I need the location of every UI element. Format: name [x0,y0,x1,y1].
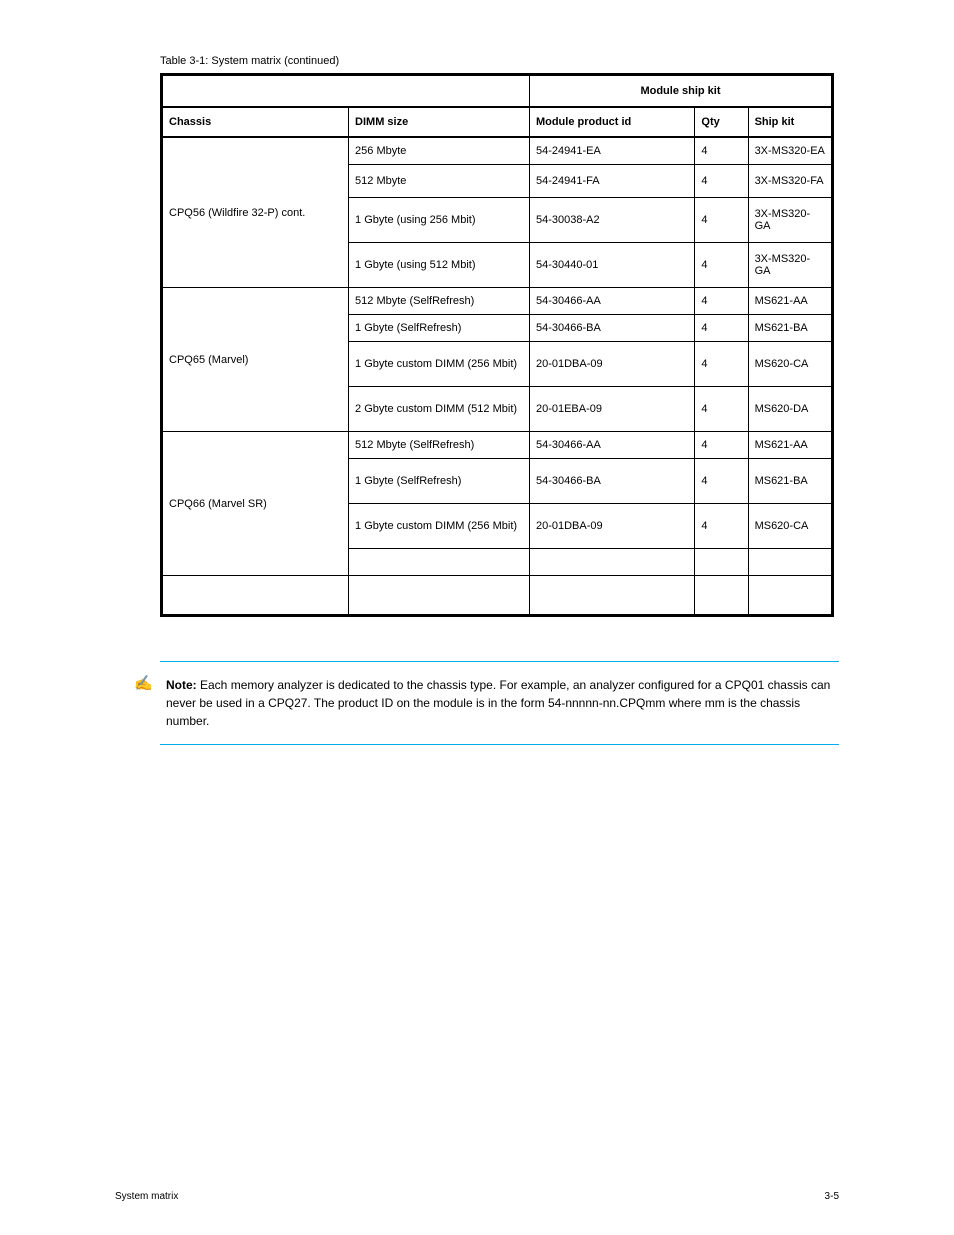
note-label: Note: [166,678,197,692]
cell-dimm: 1 Gbyte (SelfRefresh) [349,459,530,504]
cell-module: 54-30466-BA [529,315,694,342]
cell-module [529,576,694,616]
cell-shipkit: 3X-MS320-GA [748,243,832,288]
cell-shipkit: MS621-AA [748,288,832,315]
system-matrix-table: Module ship kit Chassis DIMM size Module… [160,73,834,617]
cell-shipkit: 3X-MS320-GA [748,198,832,243]
cell-module: 54-30440-01 [529,243,694,288]
cell-dimm [349,576,530,616]
cell-module [529,549,694,576]
cell-shipkit: MS621-BA [748,315,832,342]
cell-qty: 4 [695,459,748,504]
cell-qty: 4 [695,432,748,459]
cell-dimm: 512 Mbyte (SelfRefresh) [349,288,530,315]
cell-shipkit: MS620-CA [748,342,832,387]
cell-qty: 4 [695,387,748,432]
note-text: Note: Each memory analyzer is dedicated … [166,676,839,730]
cell-dimm: 512 Mbyte (SelfRefresh) [349,432,530,459]
table-row: CPQ65 (Marvel)512 Mbyte (SelfRefresh)54-… [162,288,833,315]
cell-dimm: 2 Gbyte custom DIMM (512 Mbit) [349,387,530,432]
cell-shipkit: 3X-MS320-FA [748,165,832,198]
footer-right: 3-5 [825,1191,839,1202]
table-column-header-row: Chassis DIMM size Module product id Qty … [162,107,833,137]
cell-dimm: 1 Gbyte custom DIMM (256 Mbit) [349,342,530,387]
cell-dimm: 1 Gbyte (using 256 Mbit) [349,198,530,243]
table-top-header-row: Module ship kit [162,75,833,108]
table-row: CPQ56 (Wildfire 32-P) cont.256 Mbyte54-2… [162,137,833,165]
cell-qty: 4 [695,504,748,549]
cell-qty [695,576,748,616]
cell-qty: 4 [695,342,748,387]
cell-module: 54-24941-FA [529,165,694,198]
cell-shipkit: 3X-MS320-EA [748,137,832,165]
cell-module: 20-01DBA-09 [529,342,694,387]
col-header-module: Module product id [529,107,694,137]
cell-chassis [162,576,349,616]
cell-qty: 4 [695,243,748,288]
cell-module: 54-24941-EA [529,137,694,165]
note-icon: ✍ [134,676,153,691]
footer-left: System matrix [115,1191,178,1202]
table-top-header-blank [162,75,530,108]
cell-dimm [349,549,530,576]
table-top-header-right: Module ship kit [529,75,832,108]
table-row: CPQ66 (Marvel SR)512 Mbyte (SelfRefresh)… [162,432,833,459]
col-header-qty: Qty [695,107,748,137]
cell-module: 20-01DBA-09 [529,504,694,549]
cell-chassis: CPQ56 (Wildfire 32-P) cont. [162,137,349,288]
cell-chassis: CPQ66 (Marvel SR) [162,432,349,576]
cell-dimm: 1 Gbyte (SelfRefresh) [349,315,530,342]
cell-shipkit [748,549,832,576]
cell-dimm: 512 Mbyte [349,165,530,198]
cell-shipkit: MS620-CA [748,504,832,549]
cell-qty: 4 [695,198,748,243]
cell-qty [695,549,748,576]
table-row [162,576,833,616]
cell-dimm: 1 Gbyte (using 512 Mbit) [349,243,530,288]
cell-module: 20-01EBA-09 [529,387,694,432]
cell-module: 54-30038-A2 [529,198,694,243]
cell-dimm: 256 Mbyte [349,137,530,165]
col-header-chassis: Chassis [162,107,349,137]
cell-shipkit: MS621-AA [748,432,832,459]
cell-module: 54-30466-AA [529,288,694,315]
cell-shipkit [748,576,832,616]
cell-shipkit: MS621-BA [748,459,832,504]
col-header-dimm: DIMM size [349,107,530,137]
col-header-shipkit: Ship kit [748,107,832,137]
table-caption: Table 3-1: System matrix (continued) [160,55,839,67]
cell-qty: 4 [695,288,748,315]
note-body: Each memory analyzer is dedicated to the… [166,678,830,728]
cell-dimm: 1 Gbyte custom DIMM (256 Mbit) [349,504,530,549]
cell-module: 54-30466-AA [529,432,694,459]
page: Table 3-1: System matrix (continued) Mod… [0,0,954,1235]
cell-qty: 4 [695,315,748,342]
cell-shipkit: MS620-DA [748,387,832,432]
cell-module: 54-30466-BA [529,459,694,504]
cell-qty: 4 [695,137,748,165]
cell-qty: 4 [695,165,748,198]
note-block: ✍ Note: Each memory analyzer is dedicate… [160,661,839,745]
cell-chassis: CPQ65 (Marvel) [162,288,349,432]
